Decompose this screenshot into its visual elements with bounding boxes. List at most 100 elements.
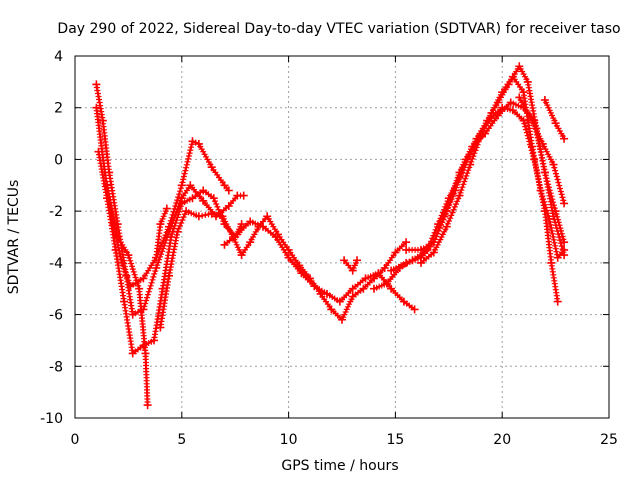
data-point bbox=[498, 88, 507, 97]
data-point bbox=[466, 160, 475, 169]
x-tick-label: 15 bbox=[386, 432, 404, 448]
data-point bbox=[410, 305, 419, 314]
data-point bbox=[124, 251, 133, 260]
data-point bbox=[508, 72, 517, 81]
data-point bbox=[165, 271, 173, 280]
data-point bbox=[188, 137, 197, 146]
series-trace-6 bbox=[156, 207, 411, 332]
data-point bbox=[515, 93, 524, 102]
data-point bbox=[340, 256, 349, 265]
data-point bbox=[387, 284, 396, 293]
data-point bbox=[523, 77, 532, 86]
data-point bbox=[508, 106, 517, 115]
y-tick-label: 0 bbox=[54, 152, 63, 168]
data-point bbox=[224, 186, 233, 195]
data-point bbox=[162, 204, 171, 213]
data-point bbox=[560, 238, 569, 247]
data-point bbox=[536, 186, 545, 195]
data-point bbox=[545, 214, 554, 223]
data-point bbox=[399, 297, 408, 306]
data-point bbox=[246, 238, 255, 247]
data-point bbox=[528, 116, 537, 125]
y-tick-label: -6 bbox=[49, 308, 63, 324]
data-point bbox=[177, 181, 186, 190]
data-point bbox=[455, 191, 464, 200]
data-point bbox=[92, 103, 101, 112]
data-point bbox=[549, 160, 558, 169]
data-point bbox=[220, 181, 229, 190]
data-point bbox=[359, 284, 368, 293]
series-trace-12 bbox=[417, 72, 569, 267]
data-point bbox=[207, 209, 216, 218]
data-point bbox=[374, 269, 383, 278]
data-point bbox=[165, 222, 173, 231]
x-tick-label: 20 bbox=[493, 432, 511, 448]
data-point bbox=[188, 194, 197, 203]
x-axis-label: GPS time / hours bbox=[281, 458, 398, 474]
data-point bbox=[370, 284, 378, 293]
data-point bbox=[348, 266, 357, 275]
data-point bbox=[103, 181, 111, 190]
data-point bbox=[429, 248, 438, 257]
axis-ticks: 0 5 10 15 20 25 -10 -8 -6 -4 -2 0 2 4 bbox=[40, 49, 618, 448]
series-trace-3 bbox=[94, 147, 246, 358]
data-point bbox=[150, 336, 158, 345]
data-point bbox=[506, 98, 515, 107]
data-point bbox=[348, 292, 357, 301]
series-markers bbox=[157, 208, 407, 331]
grid bbox=[75, 56, 609, 418]
y-tick-label: -10 bbox=[40, 411, 63, 427]
data-point bbox=[560, 134, 569, 143]
data-point bbox=[297, 269, 306, 278]
data-point bbox=[209, 194, 218, 203]
data-point bbox=[528, 142, 537, 151]
data-point bbox=[487, 108, 496, 117]
data-point bbox=[553, 297, 562, 306]
data-point bbox=[233, 230, 242, 239]
series-trace-1 bbox=[92, 80, 248, 319]
data-point bbox=[553, 253, 562, 262]
data-point bbox=[207, 163, 216, 172]
series-trace-10 bbox=[387, 62, 569, 275]
x-tick-label: 10 bbox=[280, 432, 298, 448]
data-point bbox=[92, 80, 101, 89]
x-tick-label: 0 bbox=[71, 432, 80, 448]
data-point bbox=[338, 315, 346, 324]
data-point bbox=[442, 222, 451, 231]
data-point bbox=[468, 142, 477, 151]
data-point bbox=[538, 139, 547, 148]
data-point bbox=[143, 401, 152, 410]
data-point bbox=[152, 253, 161, 262]
data-point bbox=[323, 289, 331, 298]
data-point bbox=[220, 240, 229, 249]
data-point bbox=[218, 212, 227, 221]
data-point bbox=[128, 310, 137, 319]
data-point bbox=[128, 349, 137, 358]
data-point bbox=[442, 207, 451, 216]
data-point bbox=[194, 139, 203, 148]
plot-series bbox=[92, 62, 569, 410]
data-point bbox=[353, 256, 361, 265]
data-point bbox=[239, 191, 248, 200]
data-point bbox=[177, 199, 186, 208]
data-point bbox=[98, 116, 107, 125]
data-point bbox=[156, 220, 165, 229]
data-point bbox=[402, 238, 411, 247]
series-trace-14 bbox=[540, 96, 569, 143]
data-point bbox=[560, 245, 569, 254]
series-trace-4 bbox=[103, 181, 152, 410]
data-point bbox=[417, 245, 425, 254]
x-tick-label: 25 bbox=[600, 432, 618, 448]
data-point bbox=[259, 222, 267, 231]
data-point bbox=[455, 168, 464, 177]
x-tick-label: 5 bbox=[177, 432, 186, 448]
data-point bbox=[199, 196, 208, 205]
y-tick-label: -2 bbox=[49, 204, 63, 220]
data-point bbox=[120, 297, 129, 306]
data-point bbox=[310, 282, 319, 291]
series-trace-8 bbox=[340, 256, 361, 275]
data-point bbox=[152, 264, 161, 272]
data-point bbox=[327, 305, 336, 314]
data-point bbox=[361, 274, 370, 283]
data-point bbox=[519, 88, 528, 97]
